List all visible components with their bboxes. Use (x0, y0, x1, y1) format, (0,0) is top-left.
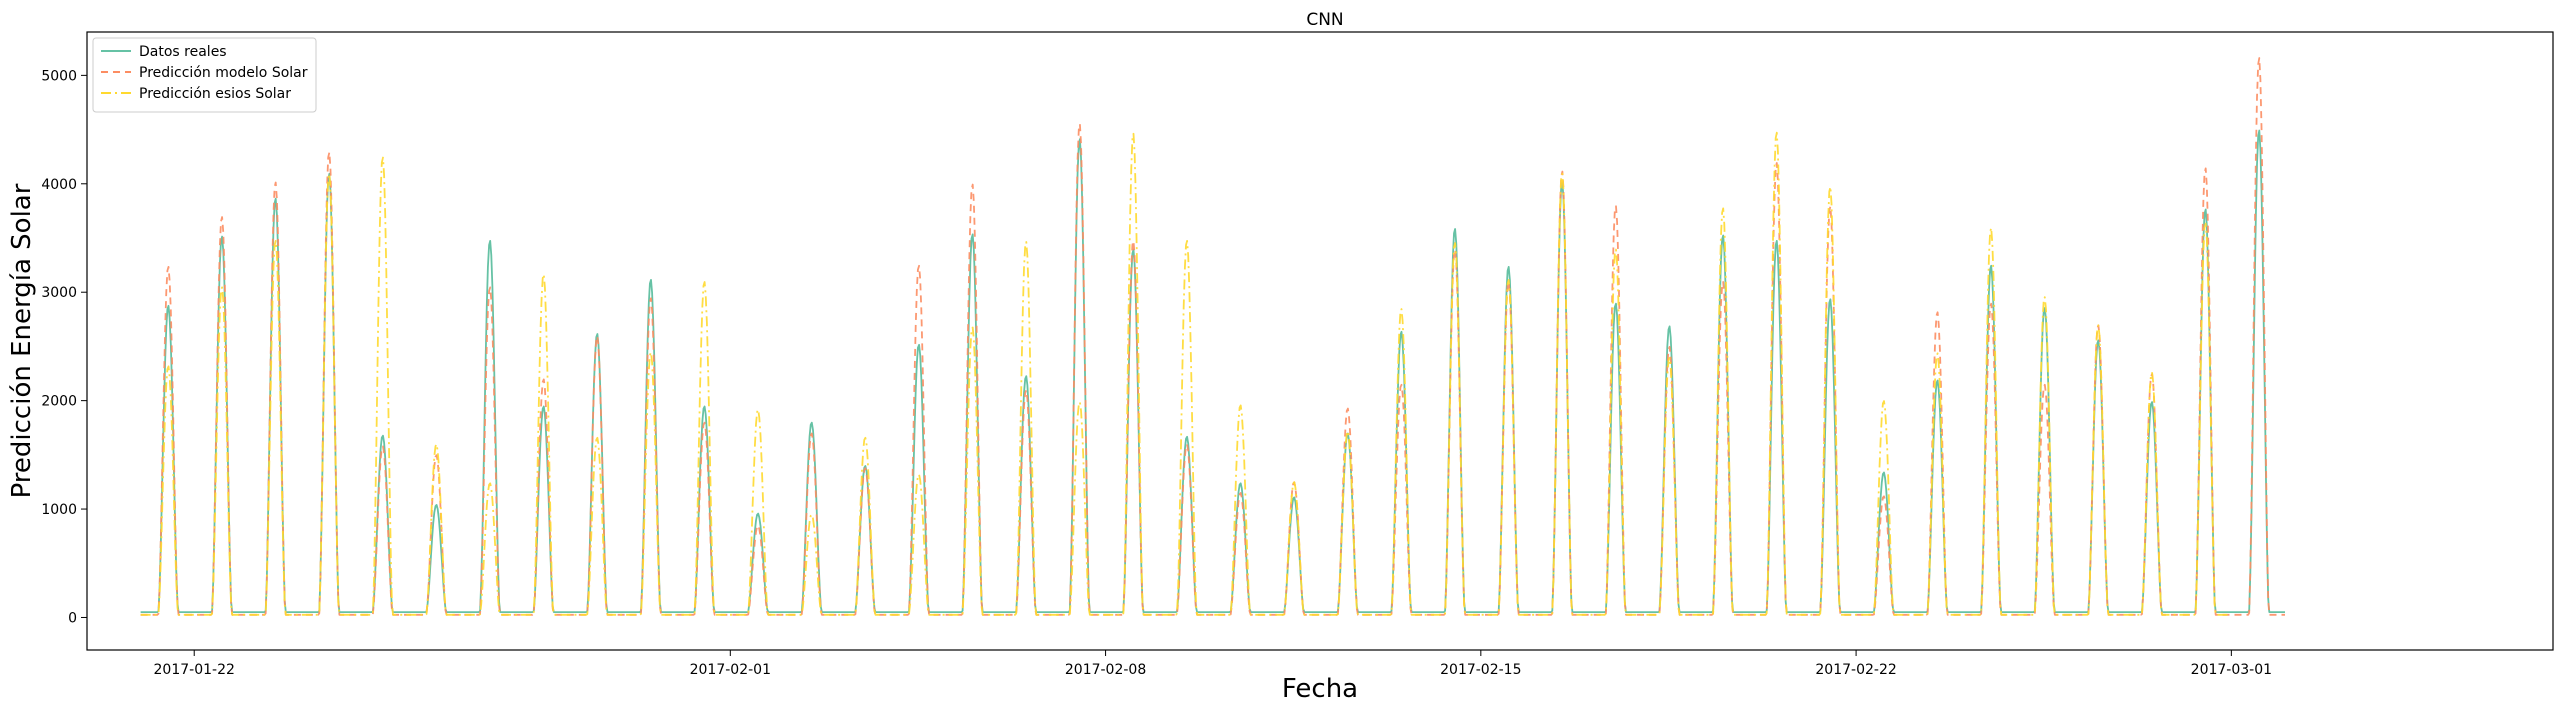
y-tick-label: 5000 (41, 68, 77, 84)
x-axis: 2017-01-22 2017-02-01 2017-02-08 2017-02-15… (154, 650, 2272, 678)
x-tick-label: 2017-02-01 (690, 662, 771, 678)
y-tick-label: 2000 (41, 394, 77, 410)
y-tick-label: 4000 (41, 177, 77, 193)
y-tick-label: 3000 (41, 285, 77, 301)
x-axis-title: Fecha (1282, 674, 1358, 704)
legend: Datos reales Predicción modelo Solar Predi… (92, 37, 317, 113)
x-tick-label: 2017-02-08 (1065, 662, 1146, 678)
chart-title: CNN (1306, 10, 1343, 30)
x-tick-label: 2017-03-01 (2191, 662, 2272, 678)
y-axis: 0 1000 2000 3000 4000 5000 (41, 68, 87, 626)
series-layer (140, 57, 2285, 616)
y-tick-label: 0 (68, 610, 77, 626)
x-tick-label: 2017-02-22 (1815, 662, 1896, 678)
legend-label: Predicción modelo Solar (139, 65, 308, 81)
series-line-2 (140, 131, 2232, 616)
legend-label: Predicción esios Solar (139, 86, 291, 102)
legend-box (92, 37, 317, 113)
y-tick-label: 1000 (41, 502, 77, 518)
x-tick-label: 2017-02-15 (1440, 662, 1521, 678)
plot-frame (86, 31, 2554, 651)
x-tick-label: 2017-01-22 (154, 662, 235, 678)
y-axis-title: Predicción Energía Solar (7, 183, 37, 498)
legend-label: Datos reales (139, 44, 227, 60)
